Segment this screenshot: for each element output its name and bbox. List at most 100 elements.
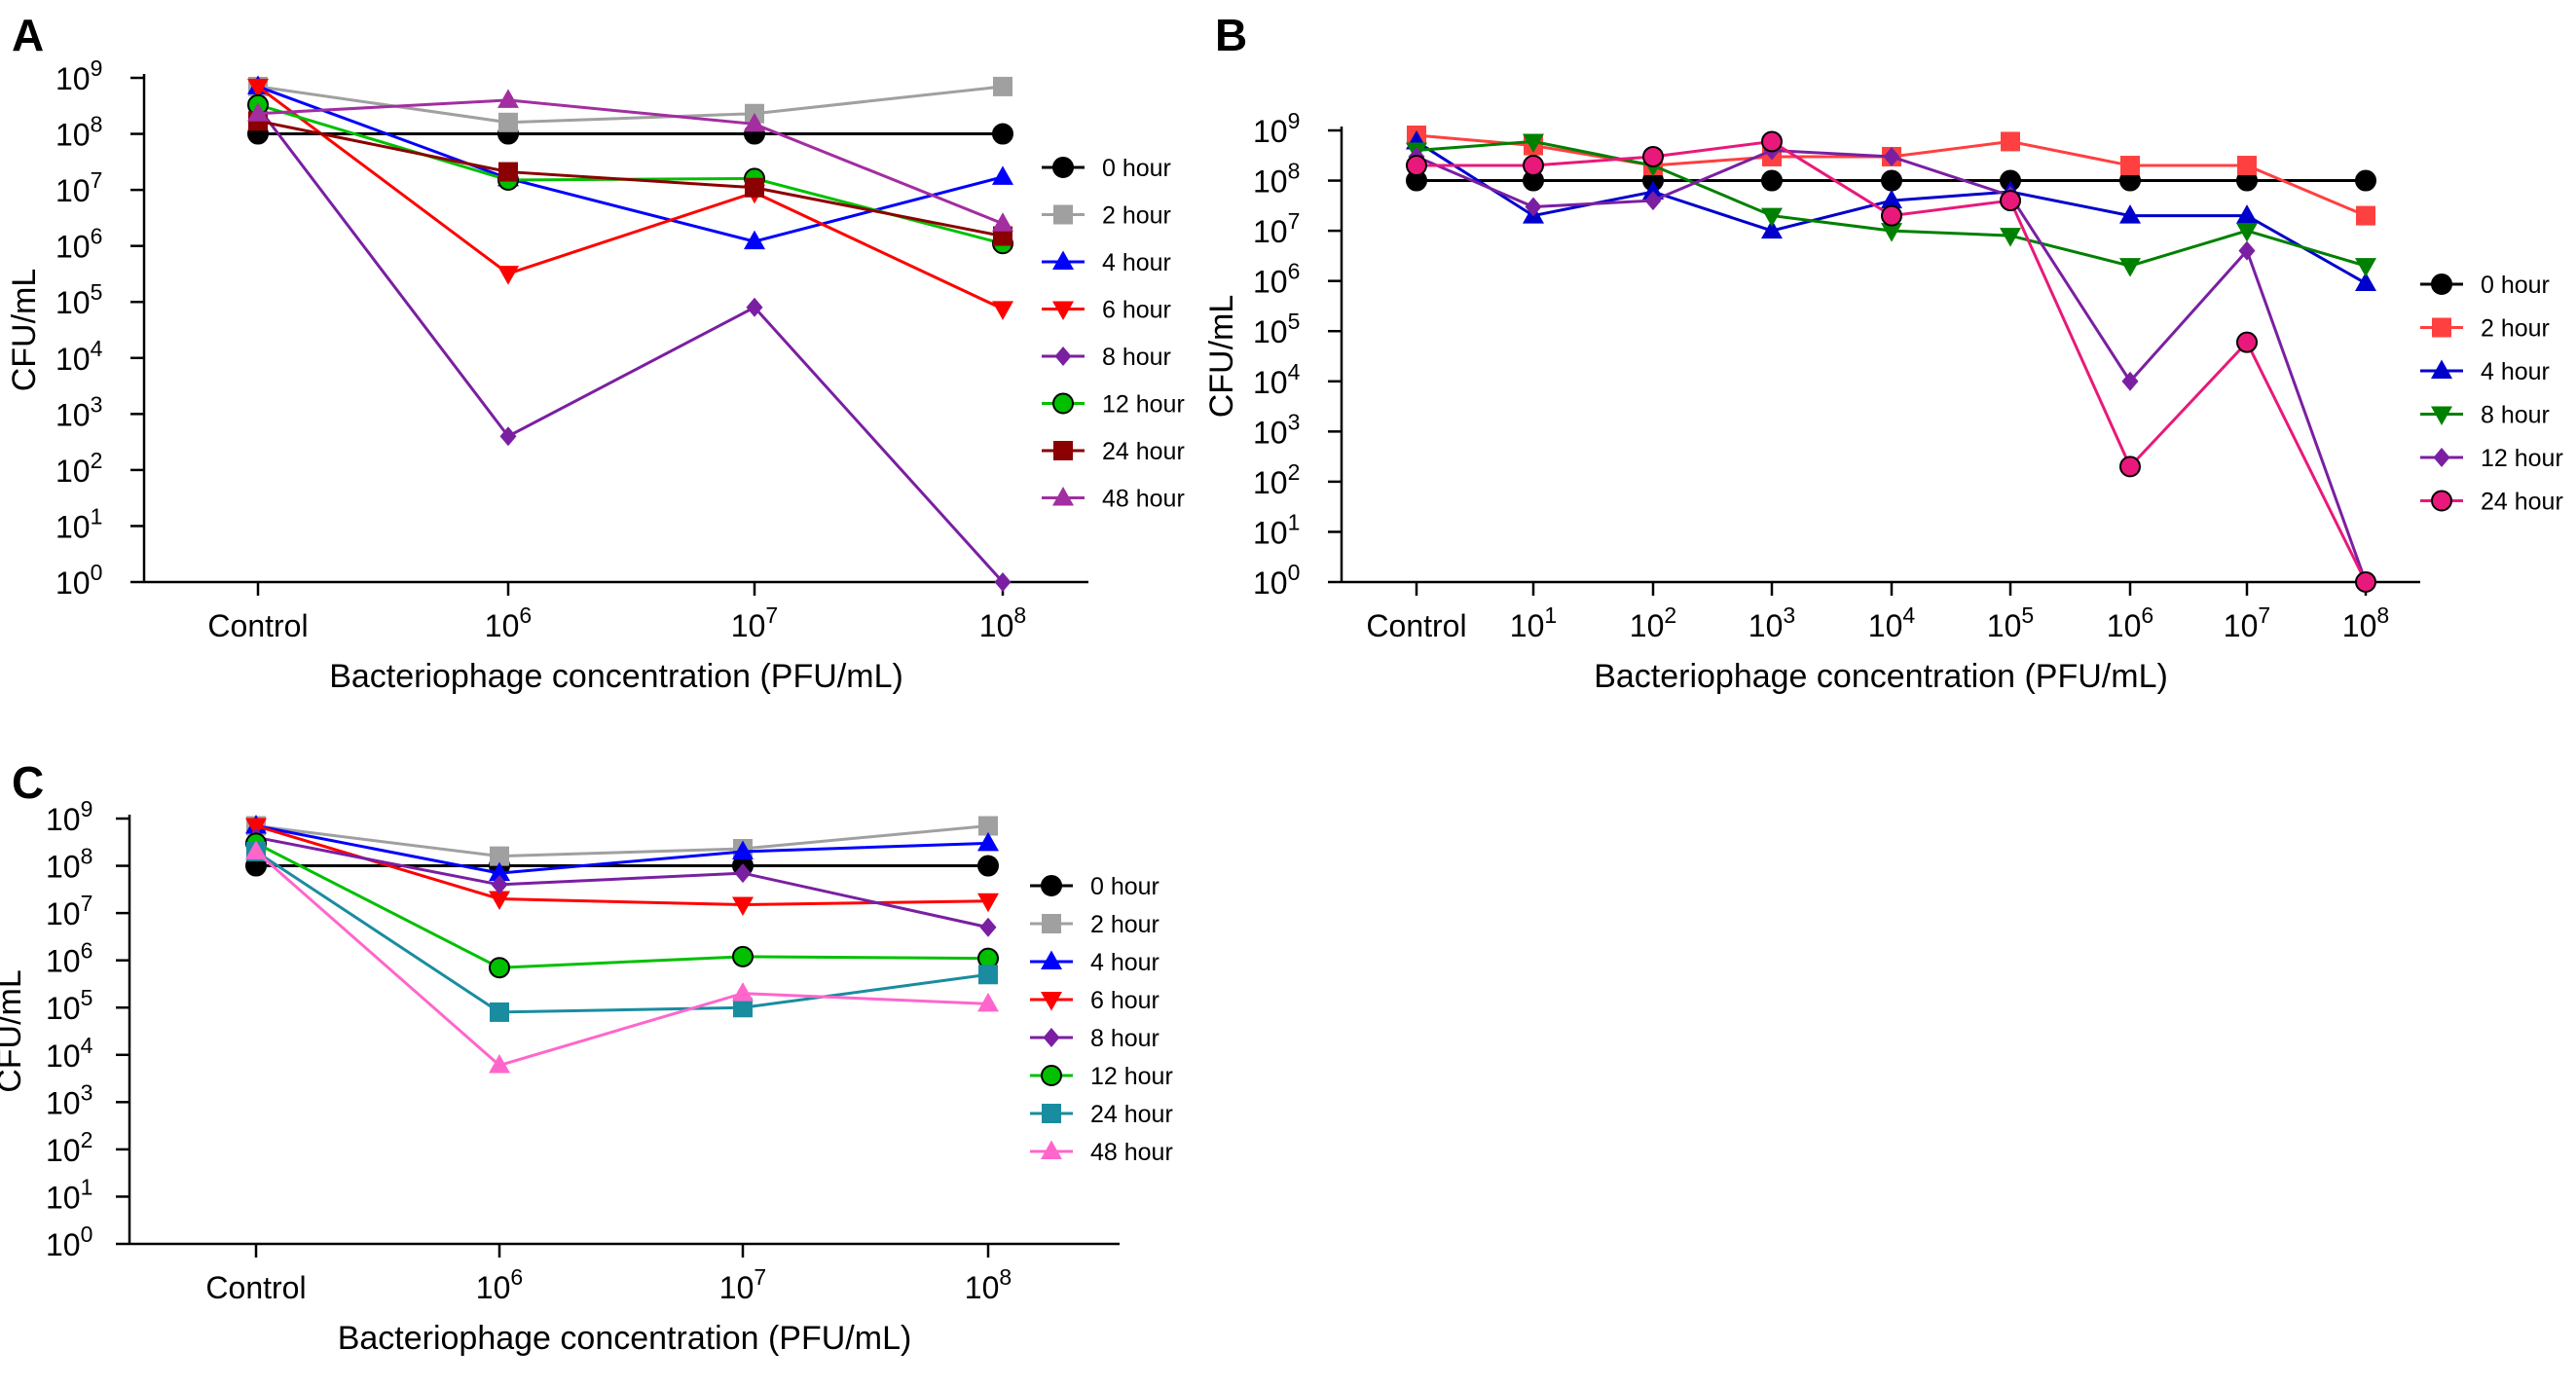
data-point [1883, 146, 1900, 166]
data-point [1881, 223, 1902, 242]
chart-panel-c: C Bacteriophage concentration (PFU/mL) CFU… [0, 757, 1173, 1357]
panel-letter: C [12, 757, 44, 808]
y-tick-label: 107 [1253, 208, 1300, 249]
series-line [255, 824, 989, 858]
series-line [255, 835, 989, 930]
data-point [2119, 258, 2141, 277]
series-8-hour [249, 97, 1012, 592]
x-tick-label: 107 [2224, 602, 2270, 643]
y-tick-label: 102 [46, 1127, 92, 1168]
y-axis-title: CFU/mL [6, 269, 43, 392]
data-point [744, 230, 765, 250]
legend-marker [2433, 448, 2450, 467]
data-point [978, 965, 998, 985]
data-point [497, 89, 519, 108]
data-point [1761, 130, 1783, 153]
data-point [978, 816, 998, 836]
series-48-hour [245, 840, 999, 1074]
x-tick-label: 108 [979, 602, 1026, 643]
y-tick-label: 103 [1253, 409, 1300, 450]
legend-label: 2 hour [2481, 315, 2550, 343]
data-point [1881, 189, 1902, 209]
x-tick-label: 108 [2342, 602, 2389, 643]
data-point [2000, 190, 2021, 212]
data-point [498, 112, 518, 132]
legend-label: 8 hour [1090, 1025, 1159, 1052]
data-point [1761, 169, 1783, 192]
series-0-hour [247, 123, 1013, 145]
series-line [255, 850, 989, 1068]
x-axis-title: Bacteriophage concentration (PFU/mL) [329, 658, 903, 695]
series-line [255, 850, 989, 1014]
data-point [1881, 204, 1902, 227]
legend-marker [2431, 490, 2452, 512]
y-tick-label: 104 [1253, 359, 1301, 400]
data-point [994, 572, 1012, 592]
legend-label: 4 hour [1090, 949, 1159, 976]
legend-marker [1052, 301, 1074, 320]
data-point [2355, 272, 2376, 292]
y-tick-label: 105 [55, 279, 102, 320]
data-point [497, 266, 519, 285]
data-point [489, 891, 510, 910]
legend-label: 24 hour [2481, 489, 2563, 516]
data-point [2237, 156, 2257, 176]
legend-label: 48 hour [1090, 1139, 1173, 1166]
x-tick-label: 106 [485, 602, 532, 643]
data-point [499, 426, 517, 447]
data-point [733, 998, 753, 1018]
data-point [977, 893, 999, 913]
x-tick-label: Control [205, 1270, 306, 1305]
data-point [1406, 155, 1427, 177]
legend-label: 24 hour [1090, 1101, 1173, 1128]
legend-marker [1054, 346, 1072, 366]
series-line [257, 103, 1004, 245]
data-point [490, 846, 509, 866]
x-tick-label: 102 [1630, 602, 1676, 643]
data-point [1642, 180, 1664, 200]
data-point [992, 301, 1013, 320]
x-axis-title: Bacteriophage concentration (PFU/mL) [1594, 658, 2168, 695]
y-tick-label: 101 [46, 1174, 92, 1215]
data-point [979, 917, 997, 937]
legend-marker [1043, 1028, 1060, 1047]
data-point [734, 863, 752, 884]
data-point [992, 212, 1013, 232]
data-point [2355, 169, 2376, 192]
y-tick-label: 102 [55, 448, 102, 489]
series-0-hour [1406, 169, 2376, 192]
x-tick-label: 106 [476, 1264, 523, 1305]
y-tick-label: 108 [46, 844, 92, 885]
x-tick-label: Control [207, 608, 308, 643]
y-tick-label: 109 [55, 55, 102, 96]
data-point [977, 992, 999, 1012]
data-point [2120, 156, 2140, 176]
series-line [256, 106, 1005, 584]
y-tick-label: 104 [46, 1033, 93, 1074]
chart-panel-b: B Bacteriophage concentration (PFU/mL) CFU… [1203, 10, 2563, 695]
x-tick-label: 107 [719, 1264, 766, 1305]
legend-label: 48 hour [1102, 486, 1185, 513]
data-point [490, 1002, 509, 1022]
y-axis-title: CFU/mL [1203, 295, 1240, 419]
y-tick-label: 104 [55, 336, 103, 377]
data-point [2121, 371, 2139, 391]
panel-letter: A [12, 10, 44, 60]
y-tick-label: 106 [55, 224, 102, 265]
chart-panel-a: A Bacteriophage concentration (PFU/mL) CFU… [6, 10, 1185, 695]
series-line [257, 85, 1004, 310]
legend-label: 8 hour [1102, 344, 1171, 371]
y-axis-title: CFU/mL [0, 969, 28, 1093]
x-tick-label: 103 [1748, 602, 1795, 643]
legend-marker [2432, 317, 2451, 338]
series-24-hour [246, 841, 998, 1022]
legend-marker [1042, 1104, 1061, 1123]
y-tick-label: 107 [55, 167, 102, 208]
legend-marker [2431, 274, 2452, 295]
data-point [245, 840, 267, 859]
legend-label: 4 hour [2481, 358, 2550, 385]
y-tick-label: 102 [1253, 459, 1300, 500]
y-tick-label: 103 [46, 1079, 92, 1120]
legend-marker [1052, 392, 1074, 415]
legend-marker [1053, 204, 1073, 225]
